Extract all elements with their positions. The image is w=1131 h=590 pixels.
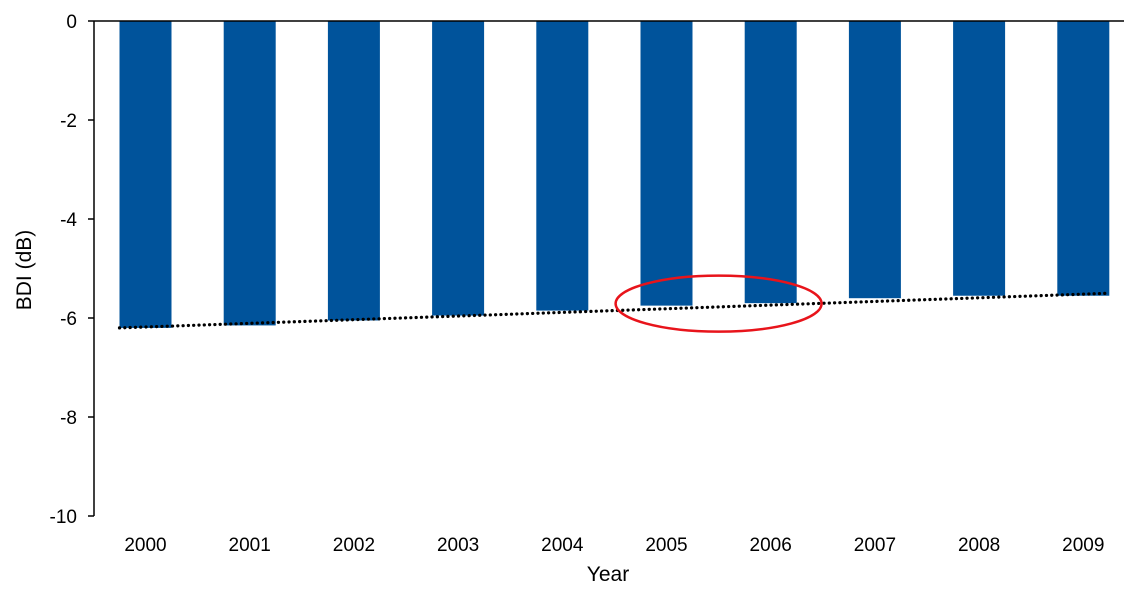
y-tick-label: -4 (60, 210, 77, 231)
bar-2005 (640, 21, 693, 306)
x-tick-label-2004: 2004 (541, 535, 584, 556)
bar-2007 (848, 21, 901, 299)
trendline-group (117, 291, 1111, 330)
bar-2002 (327, 21, 380, 321)
trendline (117, 291, 1111, 330)
x-tick-label-2001: 2001 (229, 535, 271, 556)
highlight-ellipse (614, 274, 823, 333)
y-tick-labels: 0 -2 -4 -6 -8 -10 (50, 12, 78, 528)
bar-2000 (119, 21, 172, 328)
y-tick-label: -10 (50, 507, 77, 528)
x-tick-label-2007: 2007 (854, 535, 896, 556)
x-tick-label-2009: 2009 (1062, 535, 1104, 556)
annotation-group (614, 274, 823, 333)
x-tick-label-2006: 2006 (750, 535, 792, 556)
x-tick-label-2000: 2000 (124, 535, 166, 556)
x-tick-labels: 2000 2001 2002 2003 2004 2005 2006 2007 2008 2009 (124, 535, 1104, 556)
x-tick-label-2008: 2008 (958, 535, 1000, 556)
bar-2003 (432, 21, 485, 316)
y-tick-label: -8 (60, 408, 77, 429)
y-axis-title: BDI (dB) (13, 230, 36, 311)
x-tick-label-2005: 2005 (645, 535, 687, 556)
x-tick-label-2003: 2003 (437, 535, 479, 556)
bar-2006 (744, 21, 797, 304)
y-tick-label: 0 (66, 12, 77, 33)
y-tick-label: -2 (60, 111, 77, 132)
bar-2009 (1057, 21, 1110, 296)
bar-2004 (536, 21, 589, 311)
bars-group (119, 21, 1110, 328)
x-tick-label-2002: 2002 (333, 535, 375, 556)
x-axis-title: Year (587, 563, 629, 586)
bar-2008 (953, 21, 1006, 296)
axes-group (88, 20, 1124, 517)
bar-2001 (223, 21, 276, 326)
y-tick-label: -6 (60, 309, 77, 330)
